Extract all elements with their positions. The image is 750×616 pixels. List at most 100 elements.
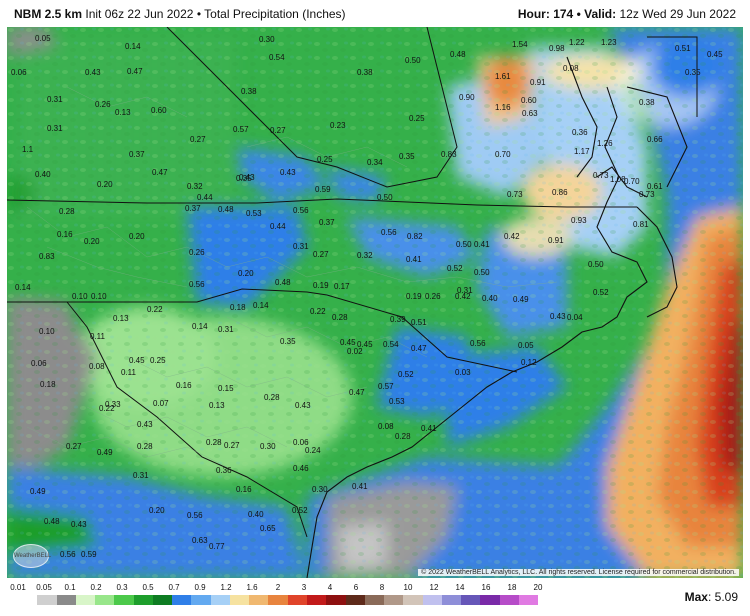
- precip-value-label: 0.31: [457, 286, 473, 295]
- chesapeake-mouth: [596, 166, 648, 198]
- precip-value-label: 0.31: [133, 471, 149, 480]
- header-right: Hour: 174 • Valid: 12z Wed 29 Jun 2022: [518, 7, 736, 21]
- precip-value-label: 0.39: [390, 315, 406, 324]
- precip-value-label: 0.41: [352, 482, 368, 491]
- precip-value-label: 1.22: [569, 38, 585, 47]
- legend-swatch: [249, 595, 269, 605]
- precip-value-label: 0.56: [381, 228, 397, 237]
- legend-swatch: [480, 595, 500, 605]
- legend-label: 0.05: [36, 583, 52, 592]
- precip-value-label: 0.52: [292, 506, 308, 515]
- precip-value-label: 0.61: [647, 182, 663, 191]
- precip-value-label: 0.98: [549, 44, 565, 53]
- precip-value-label: 0.25: [317, 155, 333, 164]
- precip-value-label: 1.1: [22, 145, 34, 154]
- legend-label: 1.6: [246, 583, 258, 592]
- precip-value-label: 0.47: [152, 168, 168, 177]
- legend-label: 0.01: [10, 583, 26, 592]
- precip-value-label: 0.83: [441, 150, 457, 159]
- legend-swatch: [37, 595, 57, 605]
- precip-value-label: 0.56: [189, 280, 205, 289]
- precip-value-label: 0.06: [11, 68, 27, 77]
- md-de-border: [647, 36, 698, 117]
- precip-value-label: 0.20: [129, 232, 145, 241]
- precip-value-label: 0.30: [259, 35, 275, 44]
- va-wv-border: [166, 27, 458, 188]
- precip-value-label: 0.38: [357, 68, 373, 77]
- legend-swatch: [152, 595, 173, 605]
- valid-value: 12z Wed 29 Jun 2022: [619, 7, 736, 21]
- precip-value-label: 0.28: [332, 313, 348, 322]
- legend-swatch: [114, 595, 134, 605]
- legend-swatch: [210, 595, 230, 605]
- precip-value-label: 0.48: [275, 278, 291, 287]
- precip-value-label: 0.22: [99, 404, 115, 413]
- precip-value-label: 0.27: [190, 135, 206, 144]
- precip-value-label: 0.13: [115, 108, 131, 117]
- precip-value-label: 0.27: [66, 442, 82, 451]
- precip-value-label: 0.35: [236, 174, 252, 183]
- precip-value-label: 0.82: [407, 232, 423, 241]
- legend-swatch: [441, 595, 462, 605]
- weatherbell-logo: WeatherBELL: [13, 544, 51, 568]
- precip-value-label: 0.59: [81, 550, 97, 559]
- precip-value-label: 0.73: [593, 171, 609, 180]
- precip-value-label: 0.56: [470, 339, 486, 348]
- precip-value-label: 0.52: [593, 288, 609, 297]
- precip-value-label: 0.38: [639, 98, 655, 107]
- init-time: Init 06z 22 Jun 2022: [85, 7, 194, 21]
- precip-value-label: 0.30: [312, 485, 328, 494]
- precip-value-label: 0.44: [270, 222, 286, 231]
- precip-value-label: 0.16: [57, 230, 73, 239]
- precip-value-label: 1.61: [495, 72, 511, 81]
- precip-value-label: 0.45: [340, 338, 356, 347]
- legend-labels: 0.01 0.05 0.1 0.2 0.3 0.5 0.7 0.9 1.2 1.6 2 3 4 6 8 10 1…: [10, 583, 542, 594]
- legend-swatch: [384, 595, 404, 605]
- precip-value-label: 1.23: [601, 38, 617, 47]
- precip-value-label: 0.49: [97, 448, 113, 457]
- precip-value-label: 0.49: [30, 487, 46, 496]
- legend-label: 0.1: [64, 583, 76, 592]
- precip-value-label: 0.83: [39, 252, 55, 261]
- precip-value-label: 0.03: [455, 368, 471, 377]
- precip-value-label: 0.50: [405, 56, 421, 65]
- precip-value-label: 0.31: [47, 95, 63, 104]
- precip-value-label: 0.70: [624, 177, 640, 186]
- precip-value-label: 0.20: [97, 180, 113, 189]
- precip-value-label: 0.86: [552, 188, 568, 197]
- precip-value-label: 0.52: [398, 370, 414, 379]
- precip-value-label: 1.16: [495, 103, 511, 112]
- legend-swatch: [172, 595, 192, 605]
- precip-value-label: 0.40: [35, 170, 51, 179]
- precip-value-label: 0.28: [206, 438, 222, 447]
- max-value: 5.09: [714, 590, 738, 604]
- precip-value-label: 0.25: [150, 356, 166, 365]
- precip-value-label: 0.11: [90, 332, 106, 341]
- legend-swatch: [345, 595, 365, 605]
- precip-value-label: 0.46: [293, 464, 309, 473]
- precip-value-label: 0.43: [280, 168, 296, 177]
- precip-value-label: 0.25: [409, 114, 425, 123]
- legend-label: 4: [327, 583, 333, 592]
- precip-value-label: 0.37: [185, 204, 201, 213]
- precip-value-label: 0.57: [378, 382, 394, 391]
- precip-value-label: 0.10: [72, 292, 88, 301]
- precip-value-label: 0.77: [209, 542, 225, 551]
- legend-swatch: [499, 595, 519, 605]
- precip-value-label: 0.16: [236, 485, 252, 494]
- hour-value: 174: [553, 7, 574, 21]
- legend-label: 0.3: [116, 583, 128, 592]
- legend-label: 20: [533, 583, 543, 592]
- precip-value-label: 0.10: [91, 292, 107, 301]
- precip-value-label: 0.51: [675, 44, 691, 53]
- precip-value-label: 0.44: [197, 193, 213, 202]
- precip-value-label: 0.91: [548, 236, 564, 245]
- precip-value-label: 0.14: [15, 283, 31, 292]
- precip-value-label: 0.08: [378, 422, 394, 431]
- precip-value-label: 0.24: [305, 446, 321, 455]
- precip-value-label: 0.50: [377, 193, 393, 202]
- precip-value-label: 0.27: [224, 441, 240, 450]
- precip-value-label: 0.50: [456, 240, 472, 249]
- precip-value-label: 0.22: [310, 307, 326, 316]
- precip-value-label: 0.28: [264, 393, 280, 402]
